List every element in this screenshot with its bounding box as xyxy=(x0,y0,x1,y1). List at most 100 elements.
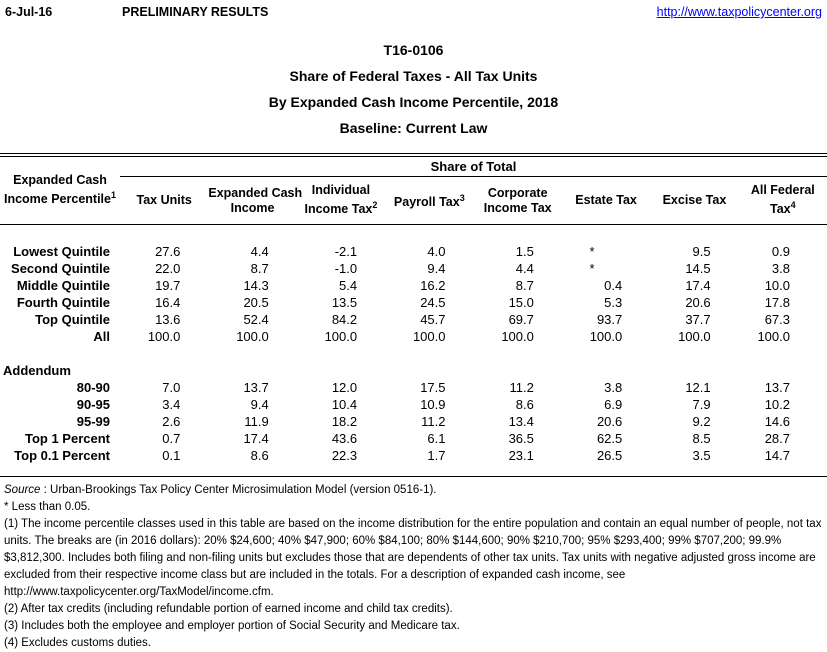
table-cell: 20.6 xyxy=(596,413,623,429)
row-label: Top Quintile xyxy=(35,311,110,327)
footnote-ref-2: 2 xyxy=(372,200,378,211)
row-label: Second Quintile xyxy=(11,260,110,276)
table-cell: 93.7 xyxy=(596,311,623,327)
table-cell: 7.0 xyxy=(162,379,181,395)
table-cell: 4.4 xyxy=(250,243,269,259)
table-cell: 19.7 xyxy=(155,277,181,293)
table-cell: 4.0 xyxy=(427,243,446,259)
table-cell: -2.1 xyxy=(334,243,358,259)
table-cell: 43.6 xyxy=(331,430,358,446)
table-cell: 13.5 xyxy=(331,294,358,310)
col-header-all-federal-tax: All Federal Tax4 xyxy=(738,176,827,225)
table-cell: 3.8 xyxy=(604,379,623,395)
row-label: Lowest Quintile xyxy=(13,243,110,259)
table-cell: 15.0 xyxy=(508,294,534,310)
table-cell: 100.0 xyxy=(147,328,181,344)
asterisk-note: * Less than 0.05. xyxy=(4,501,91,513)
footnote-ref-1: 1 xyxy=(110,190,116,201)
table-cell: -1.0 xyxy=(334,260,358,276)
table-cell: 84.2 xyxy=(331,311,358,327)
table-cell: * xyxy=(589,260,595,276)
table-cell: 5.4 xyxy=(339,277,358,293)
col-header-estate-tax: Estate Tax xyxy=(561,176,651,225)
table-cell: 8.7 xyxy=(515,277,534,293)
row-label: Top 1 Percent xyxy=(24,430,110,446)
table-cell: 24.5 xyxy=(420,294,446,310)
col-header-income-percentile: Expanded Cash Income Percentile1 xyxy=(0,155,120,225)
table-cell: 0.9 xyxy=(771,243,790,259)
spacer-row xyxy=(0,345,827,362)
table-row: Second Quintile 22.0 8.7 -1.0 9.4 4.4 * … xyxy=(0,260,827,277)
table-cell: 6.9 xyxy=(604,396,623,412)
table-row: All 100.0 100.0 100.0 100.0 100.0 100.0 … xyxy=(0,328,827,345)
table-cell: 10.9 xyxy=(420,396,446,412)
table-cell: 0.1 xyxy=(162,447,181,463)
table-cell: 100.0 xyxy=(501,328,534,344)
row-label: Top 0.1 Percent xyxy=(14,447,110,463)
table-cell: 0.7 xyxy=(162,430,181,446)
report-date: 6-Jul-16 xyxy=(5,5,53,19)
spacer-row xyxy=(0,464,827,477)
table-row: Lowest Quintile 27.6 4.4 -2.1 4.0 1.5 * … xyxy=(0,243,827,260)
row-label: 80-90 xyxy=(76,379,110,395)
table-cell: 5.3 xyxy=(604,294,623,310)
footnotes: Source : Urban-Brookings Tax Policy Cent… xyxy=(0,482,827,652)
table-cell: 8.7 xyxy=(250,260,269,276)
table-cell: 22.3 xyxy=(331,447,358,463)
row-label: 95-99 xyxy=(76,413,110,429)
row-label: All xyxy=(93,328,110,344)
table-cell: 3.8 xyxy=(771,260,790,276)
table-cell: 17.4 xyxy=(243,430,269,446)
table-cell: 12.1 xyxy=(685,379,711,395)
table-cell: 11.9 xyxy=(244,413,269,429)
table-cell: 45.7 xyxy=(420,311,446,327)
col-header-tax-units: Tax Units xyxy=(120,176,209,225)
table-cell: 13.7 xyxy=(243,379,269,395)
table-cell: 27.6 xyxy=(155,243,181,259)
footnote-4: (4) Excludes customs duties. xyxy=(4,637,152,649)
table-cell: 62.5 xyxy=(596,430,623,446)
table-cell: 37.7 xyxy=(685,311,711,327)
table-cell: 100.0 xyxy=(324,328,358,344)
table-row: Top 0.1 Percent 0.1 8.6 22.3 1.7 23.1 26… xyxy=(0,447,827,464)
table-cell: 22.0 xyxy=(155,260,181,276)
preliminary-results-label: PRELIMINARY RESULTS xyxy=(122,5,269,19)
table-cell: 16.2 xyxy=(420,277,446,293)
table-cell: 12.0 xyxy=(331,379,358,395)
share-of-total-header: Share of Total xyxy=(120,155,827,177)
table-cell: 3.5 xyxy=(692,447,711,463)
taxpolicycenter-link[interactable]: http://www.taxpolicycenter.org xyxy=(656,5,822,19)
table-cell: 10.2 xyxy=(764,396,790,412)
baseline-title: Baseline: Current Law xyxy=(339,120,488,136)
table-cell: 67.3 xyxy=(764,311,790,327)
column-header-row: Tax Units Expanded Cash Income Individua… xyxy=(0,176,827,225)
footnote-ref-4: 4 xyxy=(790,200,796,211)
table-cell: * xyxy=(589,243,595,259)
table-cell: 26.5 xyxy=(596,447,623,463)
col-header-excise-tax: Excise Tax xyxy=(650,176,739,225)
addendum-label: Addendum xyxy=(3,362,71,378)
table-cell: 9.4 xyxy=(427,260,446,276)
table-cell: 8.5 xyxy=(692,430,711,446)
table-cell: 17.4 xyxy=(685,277,711,293)
table-subject-title: Share of Federal Taxes - All Tax Units xyxy=(289,68,538,84)
table-cell: 100.0 xyxy=(757,328,790,344)
table-cell: 11.2 xyxy=(509,379,534,395)
table-cell: 100.0 xyxy=(412,328,446,344)
table-row: 95-99 2.6 11.9 18.2 11.2 13.4 20.6 9.2 1… xyxy=(0,413,827,430)
table-cell: 16.4 xyxy=(155,294,181,310)
table-cell: 9.2 xyxy=(692,413,711,429)
col-header-individual-income-tax: Individual Income Tax2 xyxy=(296,176,386,225)
table-cell: 6.1 xyxy=(427,430,446,446)
table-cell: 7.9 xyxy=(692,396,711,412)
table-cell: 0.4 xyxy=(604,277,623,293)
table-cell: 100.0 xyxy=(236,328,269,344)
footnote-ref-3: 3 xyxy=(459,192,465,203)
table-cell: 23.1 xyxy=(508,447,534,463)
table-cell: 14.6 xyxy=(764,413,790,429)
title-block: T16-0106 Share of Federal Taxes - All Ta… xyxy=(0,37,827,141)
table-cell: 20.5 xyxy=(243,294,269,310)
table-cell: 8.6 xyxy=(250,447,269,463)
table-cell: 9.4 xyxy=(250,396,269,412)
footnote-3: (3) Includes both the employee and emplo… xyxy=(4,620,460,632)
